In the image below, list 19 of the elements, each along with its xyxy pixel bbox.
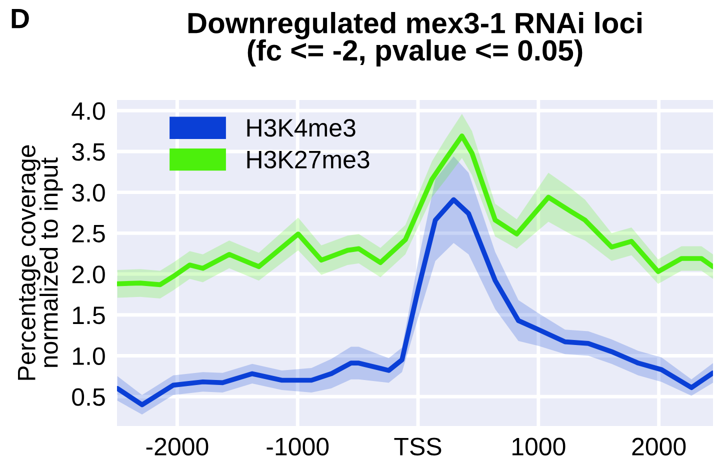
x-tick-label: 1000 [512,438,566,456]
y-tick-label: 4.0 [72,102,105,120]
y-tick-label: 2.5 [72,224,105,242]
legend-label: H3K27me3 [247,150,370,168]
legend-label: H3K4me3 [247,119,356,137]
x-tick-label: TSS [394,438,442,456]
y-axis-title: Percentage coverage normalized to input [18,145,63,380]
y-tick-label: 3.0 [72,184,105,202]
y-tick-label: 1.0 [73,347,105,366]
x-tick-label: -1000 [266,438,329,456]
chart-title: Downregulated mex3-1 RNAi loci (fc <= -2, pvalue <= 0.05) [188,12,642,67]
y-tick-label: 2.0 [72,266,105,284]
y-tick-label: 3.5 [72,143,105,161]
y-tick-label: 0.5 [72,388,105,406]
text: D [12,9,29,28]
x-tick-label: -2000 [146,438,208,456]
y-tick-label: 1.5 [73,306,105,324]
x-tick-label: 2000 [632,438,686,456]
line-series [117,197,713,408]
